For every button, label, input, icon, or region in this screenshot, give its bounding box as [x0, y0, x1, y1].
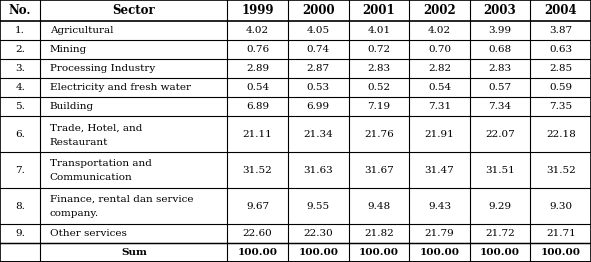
- Text: 7.19: 7.19: [367, 102, 391, 111]
- Text: 0.54: 0.54: [246, 83, 269, 92]
- Text: 4.02: 4.02: [428, 26, 451, 35]
- Text: 31.51: 31.51: [485, 166, 515, 174]
- Text: 9.67: 9.67: [246, 201, 269, 210]
- Text: 22.07: 22.07: [485, 130, 515, 139]
- Text: 100.00: 100.00: [420, 248, 459, 257]
- Text: 9.: 9.: [15, 229, 25, 238]
- Text: 2.82: 2.82: [428, 64, 451, 73]
- Text: 2.87: 2.87: [307, 64, 330, 73]
- Text: 21.91: 21.91: [424, 130, 454, 139]
- Text: 9.30: 9.30: [549, 201, 572, 210]
- Text: 4.: 4.: [15, 83, 25, 92]
- Text: Sum: Sum: [121, 248, 147, 257]
- Text: Electricity and fresh water: Electricity and fresh water: [50, 83, 191, 92]
- Text: 22.18: 22.18: [546, 130, 576, 139]
- Text: 2.83: 2.83: [367, 64, 391, 73]
- Text: 100.00: 100.00: [480, 248, 520, 257]
- Text: 0.53: 0.53: [307, 83, 330, 92]
- Text: 22.60: 22.60: [243, 229, 272, 238]
- Text: 0.68: 0.68: [489, 45, 512, 54]
- Text: 21.34: 21.34: [303, 130, 333, 139]
- Text: 31.52: 31.52: [546, 166, 576, 174]
- Text: 7.35: 7.35: [549, 102, 572, 111]
- Text: 6.89: 6.89: [246, 102, 269, 111]
- Text: No.: No.: [9, 4, 31, 17]
- Text: Restaurant: Restaurant: [50, 138, 108, 146]
- Text: 100.00: 100.00: [541, 248, 581, 257]
- Text: 0.74: 0.74: [307, 45, 330, 54]
- Text: 4.05: 4.05: [307, 26, 330, 35]
- Text: 21.71: 21.71: [546, 229, 576, 238]
- Text: 0.52: 0.52: [367, 83, 391, 92]
- Text: Other services: Other services: [50, 229, 126, 238]
- Text: 31.63: 31.63: [303, 166, 333, 174]
- Text: 8.: 8.: [15, 201, 25, 210]
- Text: 7.34: 7.34: [489, 102, 512, 111]
- Text: 3.: 3.: [15, 64, 25, 73]
- Text: 9.29: 9.29: [489, 201, 512, 210]
- Text: 3.87: 3.87: [549, 26, 572, 35]
- Text: 31.47: 31.47: [424, 166, 454, 174]
- Text: 2001: 2001: [362, 4, 395, 17]
- Text: 7.: 7.: [15, 166, 25, 174]
- Text: 0.76: 0.76: [246, 45, 269, 54]
- Text: Communication: Communication: [50, 173, 132, 183]
- Text: 9.55: 9.55: [307, 201, 330, 210]
- Text: 2.83: 2.83: [489, 64, 512, 73]
- Text: 0.57: 0.57: [489, 83, 512, 92]
- Text: Sector: Sector: [112, 4, 155, 17]
- Text: 21.11: 21.11: [243, 130, 272, 139]
- Text: 1.: 1.: [15, 26, 25, 35]
- Text: 2.: 2.: [15, 45, 25, 54]
- Text: 0.59: 0.59: [549, 83, 572, 92]
- Text: 21.72: 21.72: [485, 229, 515, 238]
- Text: 31.67: 31.67: [364, 166, 394, 174]
- Text: company.: company.: [50, 209, 99, 219]
- Text: 21.82: 21.82: [364, 229, 394, 238]
- Text: Building: Building: [50, 102, 94, 111]
- Text: 4.02: 4.02: [246, 26, 269, 35]
- Text: Finance, rental dan service: Finance, rental dan service: [50, 195, 193, 204]
- Text: 0.63: 0.63: [549, 45, 572, 54]
- Text: 31.52: 31.52: [243, 166, 272, 174]
- Text: 5.: 5.: [15, 102, 25, 111]
- Text: 9.43: 9.43: [428, 201, 451, 210]
- Text: 4.01: 4.01: [367, 26, 391, 35]
- Text: 6.99: 6.99: [307, 102, 330, 111]
- Text: 0.70: 0.70: [428, 45, 451, 54]
- Text: 100.00: 100.00: [359, 248, 399, 257]
- Text: 100.00: 100.00: [298, 248, 338, 257]
- Text: 21.79: 21.79: [424, 229, 454, 238]
- Text: 2002: 2002: [423, 4, 456, 17]
- Text: 0.54: 0.54: [428, 83, 451, 92]
- Text: 100.00: 100.00: [238, 248, 278, 257]
- Text: 1999: 1999: [241, 4, 274, 17]
- Text: 21.76: 21.76: [364, 130, 394, 139]
- Text: Transportation and: Transportation and: [50, 159, 152, 168]
- Text: Agricultural: Agricultural: [50, 26, 113, 35]
- Text: 6.: 6.: [15, 130, 25, 139]
- Text: Processing Industry: Processing Industry: [50, 64, 155, 73]
- Text: 2000: 2000: [302, 4, 335, 17]
- Text: 22.30: 22.30: [303, 229, 333, 238]
- Text: 2.89: 2.89: [246, 64, 269, 73]
- Text: 2.85: 2.85: [549, 64, 572, 73]
- Text: Trade, Hotel, and: Trade, Hotel, and: [50, 123, 142, 132]
- Text: 7.31: 7.31: [428, 102, 451, 111]
- Text: 3.99: 3.99: [489, 26, 512, 35]
- Text: Mining: Mining: [50, 45, 87, 54]
- Text: 2003: 2003: [483, 4, 517, 17]
- Text: 9.48: 9.48: [367, 201, 391, 210]
- Text: 0.72: 0.72: [367, 45, 391, 54]
- Text: 2004: 2004: [544, 4, 577, 17]
